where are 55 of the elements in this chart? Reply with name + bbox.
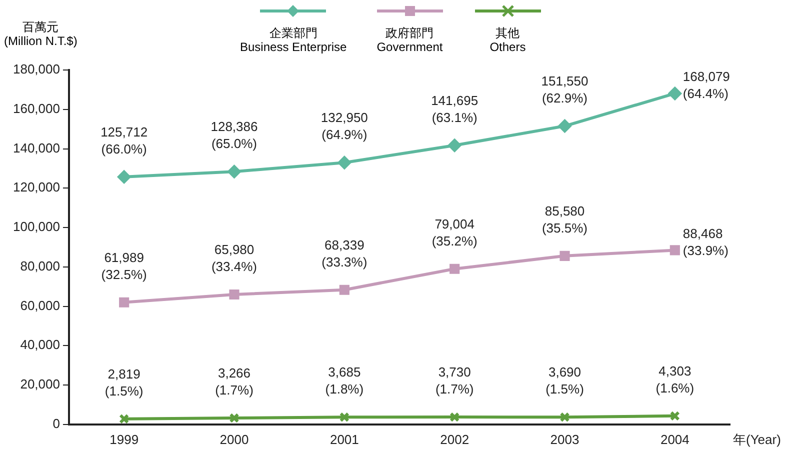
data-label: 3,730 (1.7%)	[435, 364, 474, 397]
point	[229, 412, 240, 424]
x-tick-label: 2001	[330, 432, 359, 447]
point	[228, 165, 241, 178]
point	[450, 412, 460, 422]
x-tick-label: 2000	[220, 432, 249, 447]
data-label: 125,712 (66.0%)	[100, 124, 148, 156]
data-label: 168,079 (64.4%)	[682, 69, 730, 102]
point	[229, 289, 240, 300]
point	[118, 170, 131, 184]
y-tick-label: 20,000	[20, 376, 60, 392]
data-label: 85,580 (35.5%)	[542, 203, 588, 236]
legend-label: 政府部門 Government	[376, 26, 443, 54]
y-tick-label: 100,000	[12, 219, 60, 234]
y-tick-label: 160,000	[12, 100, 60, 116]
data-label: 65,980 (33.4%)	[211, 242, 258, 274]
data-label: 141,695 (63.1%)	[431, 92, 478, 125]
data-label: 88,468 (33.9%)	[682, 226, 728, 258]
y-tick-label: 60,000	[20, 298, 60, 313]
y-tick-label: 0	[52, 416, 60, 431]
legend-label: 其他 Others	[490, 26, 526, 54]
point	[558, 120, 572, 133]
data-label: 3,690 (1.5%)	[546, 364, 584, 397]
point	[339, 284, 350, 295]
y-tick-label: 120,000	[12, 180, 60, 195]
point	[338, 156, 351, 170]
data-label: 61,989 (32.5%)	[101, 250, 147, 282]
point	[450, 264, 460, 274]
point	[448, 138, 462, 152]
point	[560, 412, 570, 422]
data-label: 2,819 (1.5%)	[104, 366, 144, 398]
data-label: 128,386 (65.0%)	[210, 119, 258, 152]
data-label: 68,339 (33.3%)	[322, 237, 368, 270]
data-label: 4,303 (1.6%)	[656, 364, 694, 396]
data-label: 3,685 (1.8%)	[325, 364, 364, 397]
data-label: 3,266 (1.7%)	[215, 366, 254, 398]
y-tick-label: 180,000	[12, 62, 60, 77]
x-axis-title: 年(Year)	[733, 432, 781, 447]
x-tick-label: 2002	[440, 432, 470, 447]
point	[668, 86, 682, 100]
point	[560, 250, 570, 261]
point	[119, 297, 130, 308]
x-tick-label: 1999	[110, 432, 139, 447]
x-tick-label: 2004	[660, 432, 690, 447]
y-axis-title: 百萬元 (Million N.T.$)	[4, 20, 78, 48]
point	[339, 412, 350, 422]
y-tick-label: 140,000	[12, 140, 60, 156]
y-tick-label: 80,000	[20, 258, 60, 274]
point	[670, 245, 680, 256]
y-tick-label: 40,000	[20, 337, 60, 352]
x-tick-label: 2003	[550, 432, 580, 447]
legend-label: 企業部門 Business Enterprise	[240, 26, 347, 54]
data-label: 132,950 (64.9%)	[320, 110, 368, 142]
data-label: 79,004 (35.2%)	[432, 216, 478, 248]
data-label: 151,550 (62.9%)	[541, 74, 588, 106]
